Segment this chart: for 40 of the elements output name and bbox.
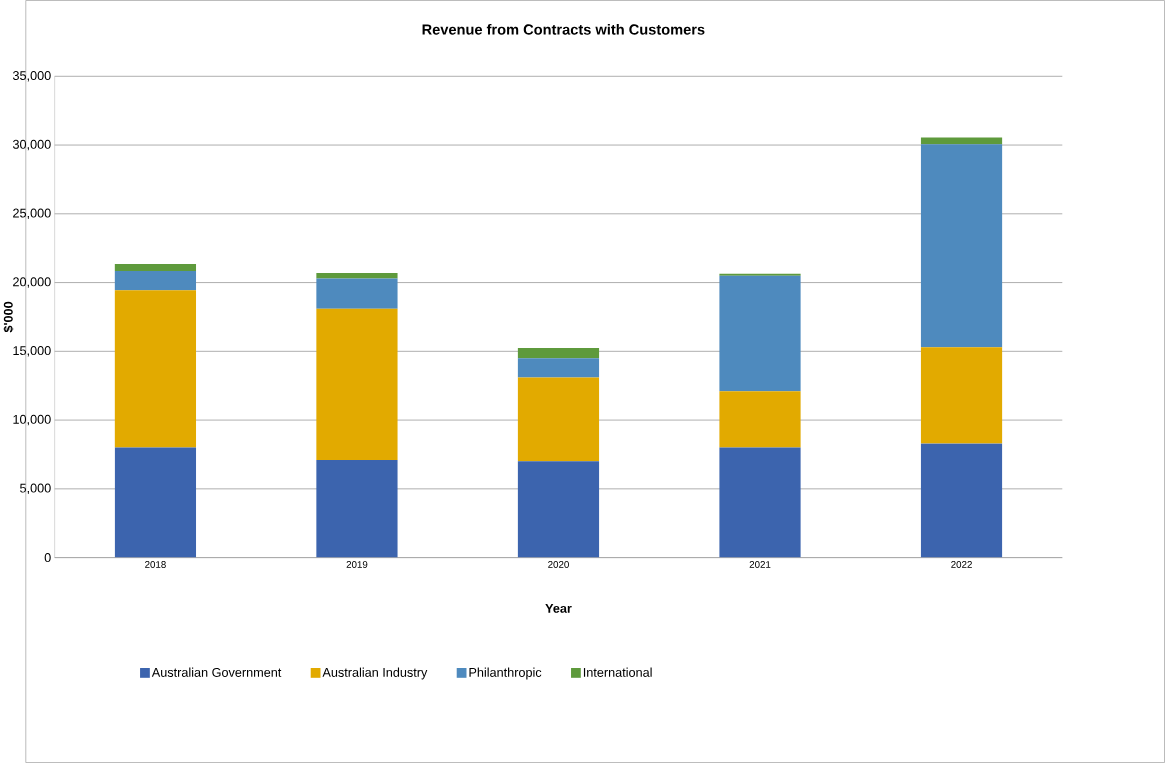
x-tick-label: 2019 — [346, 561, 368, 568]
x-tick-label: 2022 — [951, 561, 972, 568]
bar — [114, 263, 197, 271]
y-tick-label: 35,000 — [12, 71, 51, 82]
bar — [114, 290, 197, 448]
bar — [517, 377, 600, 462]
y-tick-label: 15,000 — [13, 346, 51, 357]
bar — [920, 137, 1003, 145]
bar — [920, 443, 1003, 558]
bar — [719, 273, 801, 276]
bar — [316, 308, 398, 460]
y-tick-label: 10,000 — [13, 414, 51, 426]
legend-label: Australian Industry — [322, 667, 428, 680]
y-axis-title: $'000 — [3, 301, 14, 333]
bar — [316, 459, 398, 558]
y-tick-label: 30,000 — [12, 139, 51, 151]
bar — [316, 278, 398, 309]
bar — [114, 447, 197, 558]
x-tick-label: 2021 — [749, 561, 771, 568]
bar — [719, 275, 801, 392]
bar — [920, 347, 1003, 444]
x-axis-title: Year — [545, 603, 572, 613]
legend-label: Philanthropic — [469, 667, 542, 680]
legend-label: Australian Government — [151, 667, 282, 677]
x-tick-label: 2020 — [548, 561, 569, 568]
bar — [517, 358, 600, 378]
y-tick-label: 5,000 — [20, 483, 51, 495]
bar — [920, 144, 1003, 348]
x-tick-label: 2018 — [145, 561, 166, 568]
legend-label: International — [583, 667, 652, 677]
y-tick-label: 25,000 — [13, 208, 51, 220]
bar — [517, 461, 600, 558]
bar — [114, 270, 197, 291]
bar — [719, 391, 801, 448]
y-tick-label: 20,000 — [13, 277, 51, 288]
bar — [719, 447, 801, 558]
bar — [316, 272, 398, 279]
bar — [517, 347, 600, 359]
y-tick-label: 0 — [44, 553, 51, 563]
chart-title: Revenue from Contracts with Customers — [422, 23, 705, 35]
